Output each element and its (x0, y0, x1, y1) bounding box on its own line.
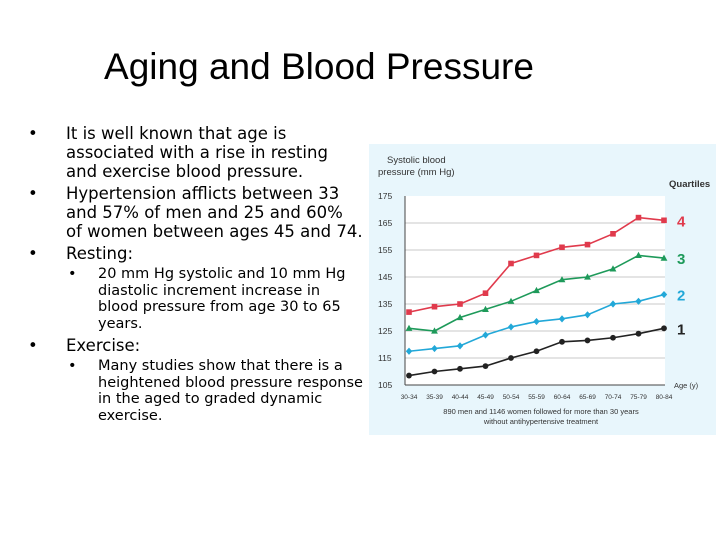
bullet-text: 20 mm Hg systolic and 10 mm Hg diastolic… (98, 266, 346, 332)
legend-label-quartile-1: 1 (677, 321, 685, 338)
data-point-series-2 (405, 347, 413, 355)
data-point-series-2 (660, 290, 668, 299)
data-point-series-3 (660, 254, 668, 261)
data-point-series-2 (533, 317, 540, 326)
data-point-series-4 (533, 252, 540, 259)
data-point-series-4 (508, 260, 514, 267)
y-tick-label: 165 (378, 218, 392, 228)
chart-panel: Systolic blood pressure (mm Hg) Quartiles 1… (369, 144, 716, 435)
data-point-series-3 (584, 273, 591, 280)
caption-line2: without antihypertensive treatment (483, 417, 599, 426)
data-point-series-3 (482, 305, 489, 312)
bullet-dot: • (28, 244, 38, 263)
data-point-series-1 (406, 372, 412, 379)
data-point-series-2 (456, 342, 464, 350)
bullet-text: Resting: (66, 244, 134, 263)
data-point-series-1 (457, 365, 463, 372)
caption-line1: 890 men and 1146 women followed for more… (443, 407, 639, 416)
y-tick-label: 175 (378, 191, 392, 201)
y-tick-label: 145 (378, 272, 392, 282)
x-tick-label: 65-69 (579, 394, 596, 401)
legend-label-quartile-2: 2 (677, 288, 685, 305)
legend-title: Quartiles (669, 179, 710, 190)
slide-title: Aging and Blood Pressure (104, 46, 534, 87)
data-point-series-3 (558, 276, 566, 283)
x-tick-label: 40-44 (452, 394, 469, 401)
x-tick-label: 60-64 (554, 394, 571, 401)
x-tick-label: 50-54 (503, 394, 520, 401)
data-point-series-3 (609, 265, 617, 272)
x-tick-label: 75-79 (630, 394, 647, 401)
bullet-dot: • (28, 124, 38, 143)
x-tick-label: 45-49 (477, 394, 494, 401)
data-point-series-1 (431, 368, 438, 375)
data-point-series-1 (661, 325, 667, 332)
data-point-series-1 (508, 355, 514, 361)
x-axis-title: Age (y) (674, 381, 699, 390)
data-point-series-3 (405, 324, 413, 331)
bullet-text: It is well known that age is associated … (66, 124, 328, 181)
x-tick-label: 35-39 (426, 394, 443, 401)
data-point-series-3 (635, 251, 642, 258)
y-tick-label: 105 (378, 380, 392, 390)
data-point-series-1 (610, 334, 616, 341)
data-point-series-3 (431, 327, 438, 334)
y-tick-label: 125 (378, 326, 392, 336)
data-point-series-2 (507, 323, 515, 331)
bullet-item: • Exercise: (28, 336, 363, 355)
x-tick-label: 30-34 (401, 394, 418, 401)
y-axis-title-line2: pressure (mm Hg) (378, 167, 455, 178)
data-point-series-4 (406, 309, 412, 315)
bullet-dot: • (28, 184, 38, 203)
bullet-dot: • (68, 358, 77, 374)
data-point-series-2 (584, 311, 591, 319)
data-point-series-1 (533, 348, 540, 355)
data-point-series-2 (635, 297, 642, 305)
data-point-series-4 (584, 241, 591, 248)
data-point-series-1 (584, 337, 591, 344)
bullet-list: • It is well known that age is associated… (28, 124, 363, 428)
y-tick-label: 135 (378, 299, 392, 309)
sub-bullet-item: • Many studies show that there is a heigh… (28, 358, 363, 424)
bullet-item: • It is well known that age is associated… (28, 124, 363, 181)
data-point-series-4 (457, 301, 463, 307)
legend-label-quartile-3: 3 (677, 251, 685, 268)
bullet-item: • Resting: (28, 244, 363, 263)
data-point-series-2 (431, 344, 438, 353)
data-point-series-3 (456, 313, 464, 321)
data-point-series-3 (533, 286, 540, 294)
data-point-series-4 (431, 303, 438, 310)
sub-bullet-item: • 20 mm Hg systolic and 10 mm Hg diastoli… (28, 266, 363, 332)
x-tick-label: 70-74 (605, 394, 622, 401)
y-axis-title-line1: Systolic blood (387, 155, 446, 166)
data-point-series-4 (610, 231, 616, 237)
data-point-series-2 (609, 300, 617, 308)
data-point-series-1 (635, 330, 642, 337)
bullet-text: Exercise: (66, 336, 141, 355)
legend-label-quartile-4: 4 (677, 213, 686, 230)
y-tick-label: 115 (378, 353, 392, 363)
data-point-series-2 (482, 331, 489, 339)
y-tick-label: 155 (378, 245, 392, 255)
data-point-series-2 (558, 315, 566, 323)
x-tick-label: 55-59 (528, 394, 545, 401)
bullet-text: Hypertension afflicts between 33 and 57%… (66, 184, 363, 241)
data-point-series-4 (635, 214, 642, 221)
data-point-series-1 (559, 338, 565, 345)
bullet-item: • Hypertension afflicts between 33 and 57… (28, 184, 363, 241)
data-point-series-3 (507, 297, 515, 304)
data-point-series-4 (482, 290, 489, 296)
bullet-text: Many studies show that there is a height… (98, 358, 363, 424)
bullet-dot: • (28, 336, 38, 355)
data-point-series-4 (559, 244, 565, 251)
data-point-series-1 (482, 363, 489, 369)
x-tick-label: 80-84 (656, 394, 673, 401)
bullet-dot: • (68, 266, 77, 282)
data-point-series-4 (661, 217, 667, 224)
